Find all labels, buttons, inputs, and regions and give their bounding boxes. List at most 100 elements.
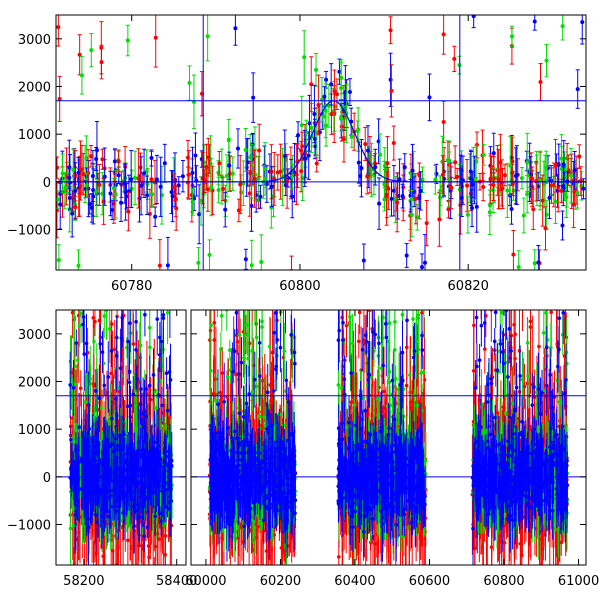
top-data-point xyxy=(302,55,307,60)
bottom-data-point xyxy=(165,310,170,315)
top-data-point xyxy=(309,82,314,87)
top-data-point xyxy=(540,198,545,203)
top-xtick-label: 60800 xyxy=(279,279,320,294)
top-data-point xyxy=(243,257,248,262)
top-data-point xyxy=(116,159,121,164)
bottom-data-point xyxy=(144,387,148,391)
top-data-point xyxy=(334,92,339,97)
bottom-data-point xyxy=(109,504,113,509)
bottom-data-point xyxy=(91,316,96,320)
top-model-curve xyxy=(56,100,586,183)
top-data-point xyxy=(185,180,190,185)
bottom-data-point xyxy=(135,377,139,381)
top-data-point xyxy=(441,32,446,37)
top-data-point xyxy=(56,208,59,213)
bottom-data-point xyxy=(75,504,80,508)
top-data-point xyxy=(233,26,238,31)
bottom-data-point xyxy=(86,525,91,529)
top-data-point xyxy=(102,174,107,179)
top-data-point xyxy=(427,95,432,100)
top-data-point xyxy=(299,123,304,128)
bottom-data-point xyxy=(109,442,114,447)
top-data-point xyxy=(147,211,152,216)
top-data-point xyxy=(294,172,299,177)
top-data-point xyxy=(190,199,195,204)
top-data-point xyxy=(581,186,586,191)
bottom-data-point xyxy=(130,449,134,454)
top-data-point xyxy=(126,209,131,214)
bottom-data-point xyxy=(136,448,140,453)
bottom-data-point xyxy=(126,339,130,344)
top-data-point xyxy=(89,154,94,159)
top-data-point xyxy=(487,210,492,215)
top-data-point xyxy=(365,174,370,179)
top-data-point xyxy=(269,184,274,189)
top-data-point xyxy=(511,188,516,193)
bottom-data-point xyxy=(100,350,105,354)
top-data-point xyxy=(185,155,190,160)
bottom-data-point xyxy=(104,310,109,313)
bottom-data-point xyxy=(148,345,152,350)
top-xtick-label: 60780 xyxy=(111,279,152,294)
bottom-data-point xyxy=(164,371,169,376)
bottom-data-point xyxy=(99,406,104,410)
top-data-point xyxy=(502,173,507,178)
top-data-point xyxy=(136,176,141,181)
top-data-point xyxy=(441,119,446,124)
top-data-point xyxy=(561,162,566,167)
bottom-data-point xyxy=(161,313,166,317)
bottom-data-point xyxy=(73,364,77,369)
top-data-point xyxy=(395,200,400,205)
top-data-point xyxy=(575,190,580,195)
bottom-data-point xyxy=(99,305,103,309)
top-data-point xyxy=(196,260,201,265)
top-data-point xyxy=(313,67,318,72)
top-data-point xyxy=(329,82,334,87)
bottom-data-point xyxy=(134,319,138,324)
top-data-point xyxy=(94,148,99,153)
bottom-data-point xyxy=(77,425,81,430)
bottom-data-point xyxy=(120,315,125,320)
bottom-data-point xyxy=(131,304,135,308)
bottom-data-point xyxy=(127,370,132,374)
top-data-point xyxy=(282,153,287,158)
top-xtick-label: 60820 xyxy=(448,279,489,294)
top-data-point xyxy=(358,173,363,178)
top-frame xyxy=(55,14,587,271)
top-data-point xyxy=(94,157,99,162)
top-data-point xyxy=(409,196,414,201)
bottom-data-point xyxy=(160,484,165,488)
bottom-data-point xyxy=(168,461,172,466)
bottom-data-point xyxy=(132,524,136,528)
top-data-point xyxy=(189,193,194,198)
top-data-point xyxy=(538,79,543,84)
top-data-point xyxy=(94,189,99,194)
top-data-point xyxy=(200,176,205,181)
top-data-point xyxy=(547,195,552,200)
top-data-point xyxy=(409,212,414,217)
bottom-data-point xyxy=(153,568,157,572)
top-data-point xyxy=(459,195,464,200)
bottom-data-point xyxy=(109,349,114,353)
top-data-point xyxy=(256,176,261,181)
top-data-point xyxy=(410,168,415,173)
top-data-point xyxy=(63,185,68,190)
top-data-point xyxy=(76,263,81,268)
top-data-point xyxy=(116,173,121,178)
top-data-point xyxy=(510,159,515,164)
bottom-data-point xyxy=(106,375,111,379)
bottom-data-point xyxy=(112,347,117,352)
top-data-point xyxy=(402,165,407,170)
top-data-point xyxy=(248,155,253,160)
bottom-data-point xyxy=(93,319,97,324)
top-data-point xyxy=(157,263,162,268)
bottom-data-point xyxy=(168,305,172,309)
bottom-data-point xyxy=(86,444,91,449)
top-data-point xyxy=(269,205,274,210)
top-data-point xyxy=(516,265,521,270)
top-data-point xyxy=(162,161,167,166)
top-data-point xyxy=(111,186,116,191)
bottom-data-point xyxy=(137,515,142,519)
top-data-point xyxy=(388,77,393,82)
